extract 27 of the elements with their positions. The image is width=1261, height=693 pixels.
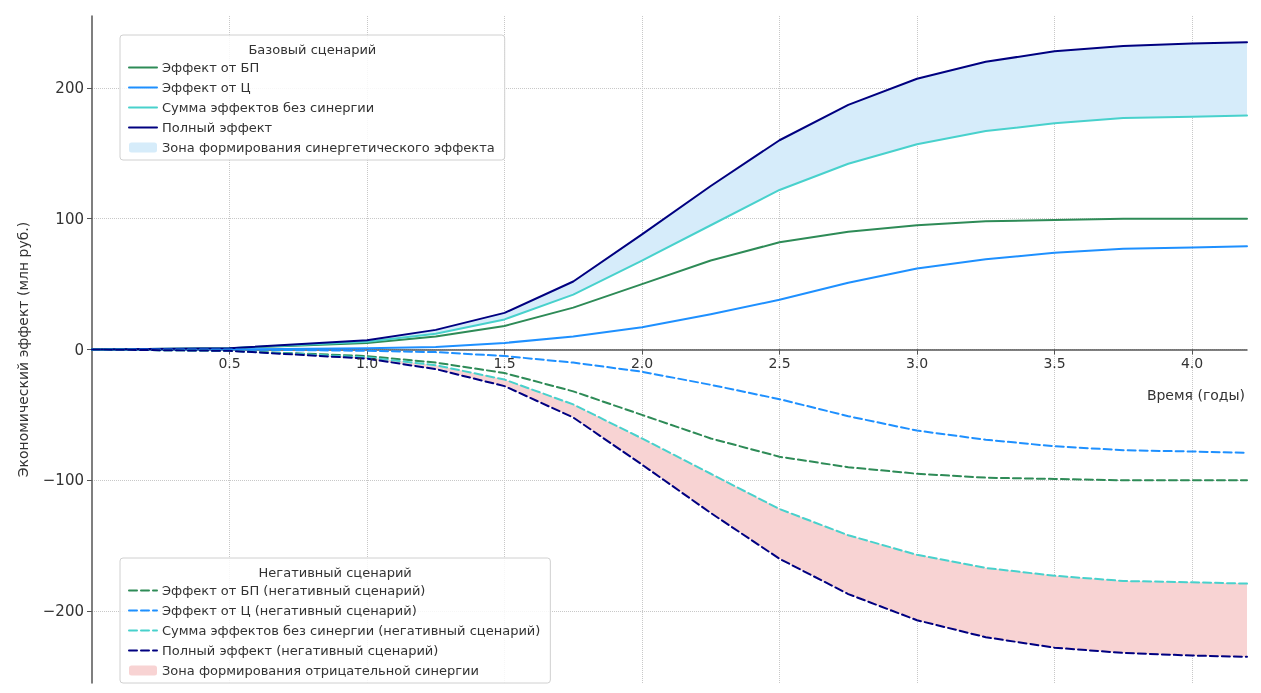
x-tick-label: 0.5 bbox=[218, 354, 241, 371]
y-tick-label: −100 bbox=[42, 471, 84, 490]
x-tick-label: 1.5 bbox=[493, 354, 516, 371]
legend-label: Полный эффект bbox=[162, 120, 273, 135]
y-tick-label: −200 bbox=[42, 602, 84, 621]
y-tick-label: 100 bbox=[55, 209, 84, 228]
legend-label: Полный эффект (негативный сценарий) bbox=[162, 643, 439, 658]
legend-label: Сумма эффектов без синергии bbox=[162, 100, 375, 115]
annotation: Негативный сценарий bbox=[258, 564, 412, 580]
legend-label: Зона формирования синергетического эффекта bbox=[162, 140, 495, 155]
x-tick-label: 3.5 bbox=[1043, 354, 1066, 371]
legend-label: Эффект от Ц bbox=[162, 80, 251, 95]
x-tick-label: 2.0 bbox=[630, 354, 654, 371]
annotation: Базовый сценарий bbox=[248, 41, 377, 57]
y-tick-label: 0 bbox=[74, 340, 84, 359]
y-tick-label: 200 bbox=[55, 78, 84, 97]
x-tick-label: 1.0 bbox=[355, 354, 379, 371]
legend-label: Зона формирования отрицательной синергии bbox=[162, 663, 479, 678]
x-tick-label: 3.0 bbox=[905, 354, 929, 371]
legend-label: Эффект от Ц (негативный сценарий) bbox=[162, 603, 417, 618]
y-axis-title: Экономический эффект (млн руб.) bbox=[15, 221, 31, 478]
x-tick-label: 2.5 bbox=[768, 354, 791, 371]
x-axis-title: Время (годы) bbox=[1146, 386, 1245, 403]
legend-label: Сумма эффектов без синергии (негативный сценарий) bbox=[162, 623, 541, 638]
legend-label: Эффект от БП (негативный сценарий) bbox=[162, 583, 426, 598]
legend-label: Эффект от БП bbox=[162, 60, 260, 75]
x-tick-label: 4.0 bbox=[1180, 354, 1204, 371]
